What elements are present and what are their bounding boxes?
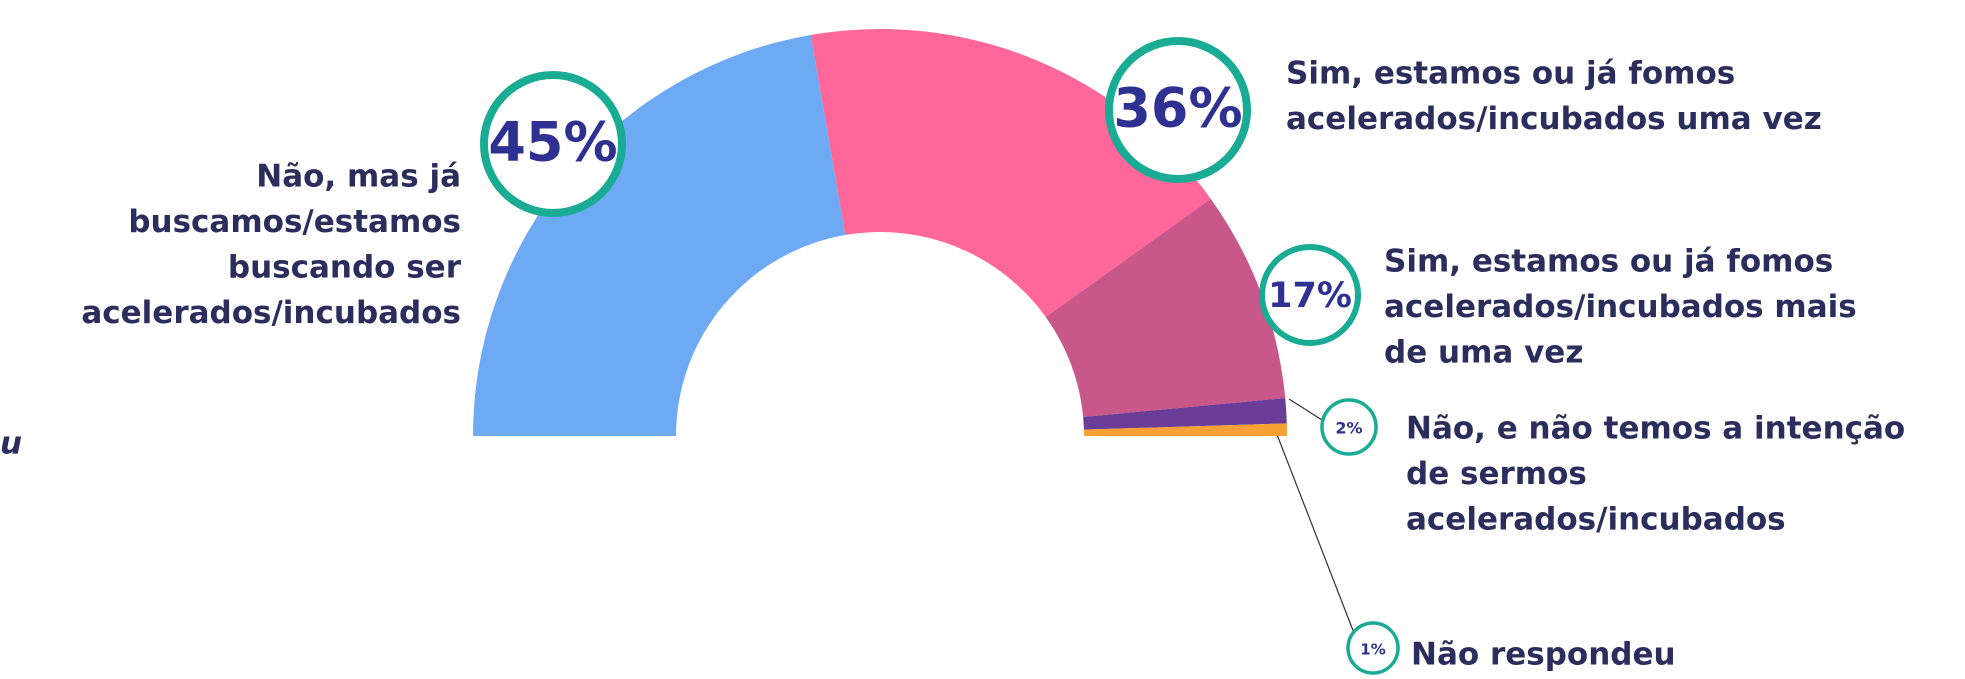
leader-line [1288, 398, 1323, 421]
value-label: 45% [488, 111, 617, 174]
category-label: de uma vez [1384, 335, 1583, 371]
category-label: Não, e não temos a intenção [1406, 411, 1905, 447]
value-badge [1259, 244, 1361, 346]
value-badge [1105, 37, 1251, 183]
category-label: de sermos [1406, 456, 1587, 492]
donut-segment [1083, 423, 1287, 436]
category-label: Não, mas já [256, 159, 461, 195]
donut-segment [473, 34, 846, 437]
value-badge [1320, 398, 1378, 456]
leader-line [1275, 431, 1355, 634]
category-label: acelerados/incubados [1406, 502, 1786, 538]
value-badge [1346, 621, 1400, 675]
value-label: 36% [1113, 77, 1242, 140]
category-label: acelerados/incubados uma vez [1286, 101, 1822, 137]
category-label: Sim, estamos ou já fomos [1384, 244, 1833, 280]
donut-segment [1083, 398, 1287, 430]
value-label: 1% [1360, 641, 1385, 659]
category-label: Não respondeu [1411, 637, 1676, 673]
category-label: buscamos/estamos [128, 204, 461, 240]
category-label: acelerados/incubados mais [1384, 289, 1857, 325]
value-badge [480, 71, 626, 217]
value-label: 17% [1268, 276, 1352, 316]
category-label: Sim, estamos ou já fomos [1286, 56, 1735, 92]
donut-segment [1045, 198, 1286, 417]
value-label: 2% [1335, 419, 1362, 438]
category-label: buscando ser [228, 250, 462, 286]
annotation: u [0, 426, 22, 462]
category-label: acelerados/incubados [81, 295, 461, 331]
